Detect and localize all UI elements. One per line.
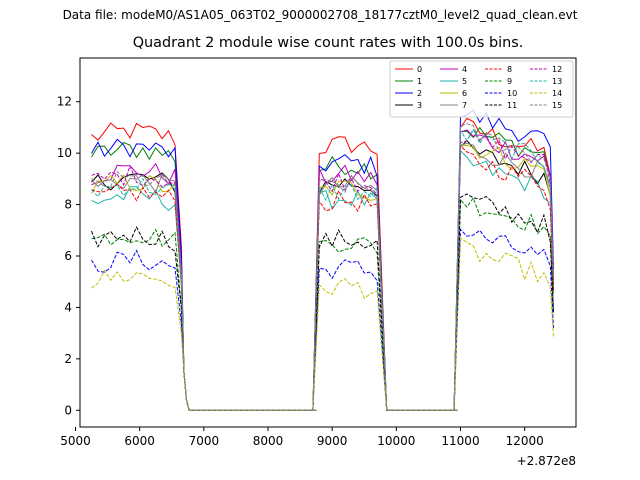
x-axis: 5000 6000 7000 8000 9000 10000 11000 12000	[60, 427, 544, 448]
x-tick-label: 9000	[317, 434, 348, 448]
y-tick-label: 0	[64, 403, 72, 417]
series-2-line	[91, 109, 554, 411]
legend-label-14: 14	[552, 89, 562, 98]
series-13-line	[91, 128, 554, 411]
series-7-line	[91, 142, 554, 411]
legend-label-6: 6	[462, 89, 467, 98]
x-tick-label: 5000	[60, 434, 91, 448]
legend-label-0: 0	[417, 65, 422, 74]
chart-title: Quadrant 2 module wise count rates with …	[132, 35, 524, 51]
legend-label-8: 8	[507, 65, 512, 74]
legend-label-10: 10	[507, 89, 517, 98]
y-tick-label: 12	[57, 95, 72, 109]
legend-label-4: 4	[462, 65, 467, 74]
y-tick-label: 8	[64, 198, 72, 212]
series-layer	[91, 109, 554, 411]
x-tick-label: 12000	[506, 434, 544, 448]
legend-label-7: 7	[462, 101, 467, 110]
series-11-line	[91, 193, 554, 411]
x-tick-label: 11000	[441, 434, 479, 448]
legend-label-9: 9	[507, 77, 512, 86]
y-tick-label: 6	[64, 249, 72, 263]
x-tick-label: 6000	[124, 434, 155, 448]
series-14-line	[91, 237, 554, 411]
legend-label-13: 13	[552, 77, 562, 86]
y-tick-label: 10	[57, 146, 72, 160]
x-tick-label: 8000	[253, 434, 284, 448]
legend-label-1: 1	[417, 77, 422, 86]
series-3-line	[91, 139, 554, 411]
series-10-line	[91, 228, 554, 411]
series-4-line	[91, 129, 554, 411]
axes-frame	[79, 57, 577, 428]
x-tick-label: 7000	[189, 434, 220, 448]
series-8-line	[91, 144, 554, 411]
chart-suptitle: Data file: modeM0/AS1A05_063T02_90000027…	[62, 8, 578, 22]
legend-label-3: 3	[417, 101, 422, 110]
legend-box	[389, 60, 574, 118]
legend-label-11: 11	[507, 101, 517, 110]
y-tick-label: 4	[64, 300, 72, 314]
series-9-line	[91, 196, 554, 411]
legend-label-5: 5	[462, 77, 467, 86]
series-12-line	[91, 128, 554, 411]
x-tick-label: 10000	[377, 434, 415, 448]
legend-label-2: 2	[417, 89, 422, 98]
y-tick-label: 2	[64, 352, 72, 366]
y-axis: 0 2 4 6 8 10 12	[57, 95, 80, 417]
legend-label-12: 12	[552, 65, 562, 74]
series-15-line	[91, 123, 554, 411]
x-offset-label: +2.872e8	[517, 454, 576, 468]
legend-label-15: 15	[552, 101, 562, 110]
